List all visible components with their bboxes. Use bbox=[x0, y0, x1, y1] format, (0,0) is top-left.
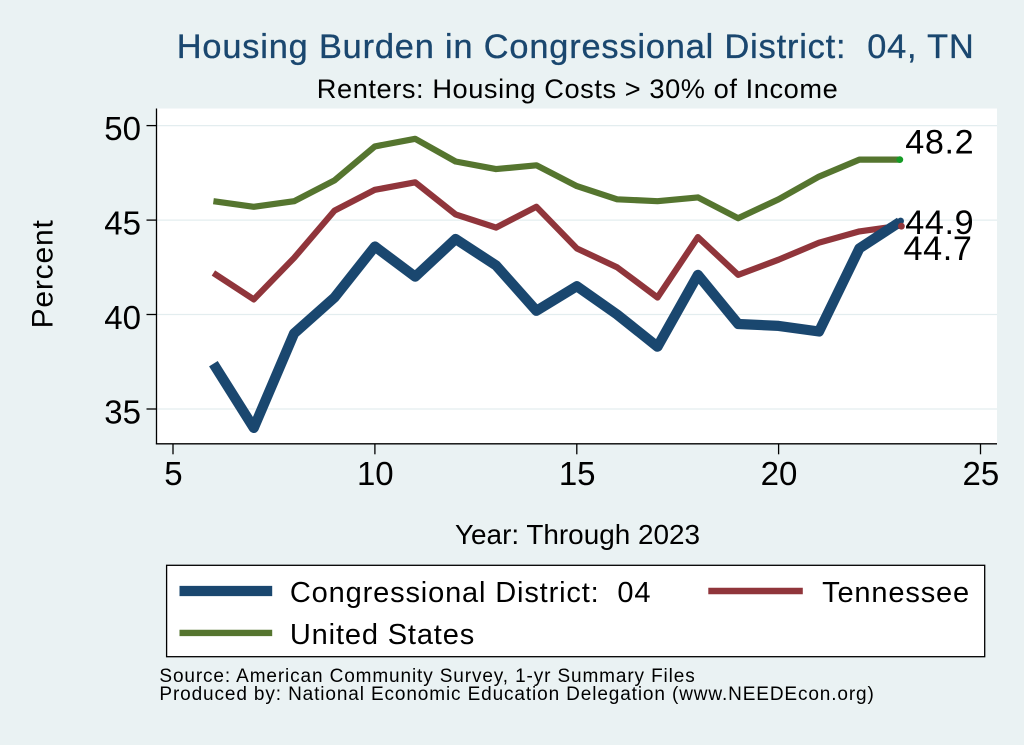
svg-text:40: 40 bbox=[104, 299, 141, 336]
svg-text:15: 15 bbox=[559, 455, 596, 492]
svg-text:United States: United States bbox=[290, 619, 475, 651]
svg-text:25: 25 bbox=[963, 455, 1000, 492]
svg-text:Year: Through 2023: Year: Through 2023 bbox=[455, 519, 700, 550]
svg-text:Housing Burden in Congressiona: Housing Burden in Congressional District… bbox=[177, 28, 975, 66]
svg-text:50: 50 bbox=[104, 110, 141, 147]
svg-text:Tennessee: Tennessee bbox=[822, 577, 970, 609]
svg-text:Congressional District: 04: Congressional District: 04 bbox=[290, 577, 651, 609]
svg-text:48.2: 48.2 bbox=[905, 124, 974, 162]
svg-text:Renters: Housing Costs > 30% o: Renters: Housing Costs > 30% of Income bbox=[317, 73, 838, 104]
svg-text:35: 35 bbox=[104, 393, 141, 430]
svg-text:Source: American Community Sur: Source: American Community Survey, 1-yr … bbox=[159, 666, 695, 687]
svg-text:5: 5 bbox=[164, 455, 182, 492]
svg-text:20: 20 bbox=[761, 455, 798, 492]
svg-text:Percent: Percent bbox=[27, 219, 60, 328]
svg-text:Produced by: National Economic: Produced by: National Economic Education… bbox=[159, 684, 874, 705]
svg-text:10: 10 bbox=[357, 455, 394, 492]
svg-text:44.7: 44.7 bbox=[904, 230, 973, 268]
svg-text:45: 45 bbox=[104, 204, 141, 241]
svg-text:44.9: 44.9 bbox=[905, 204, 974, 242]
